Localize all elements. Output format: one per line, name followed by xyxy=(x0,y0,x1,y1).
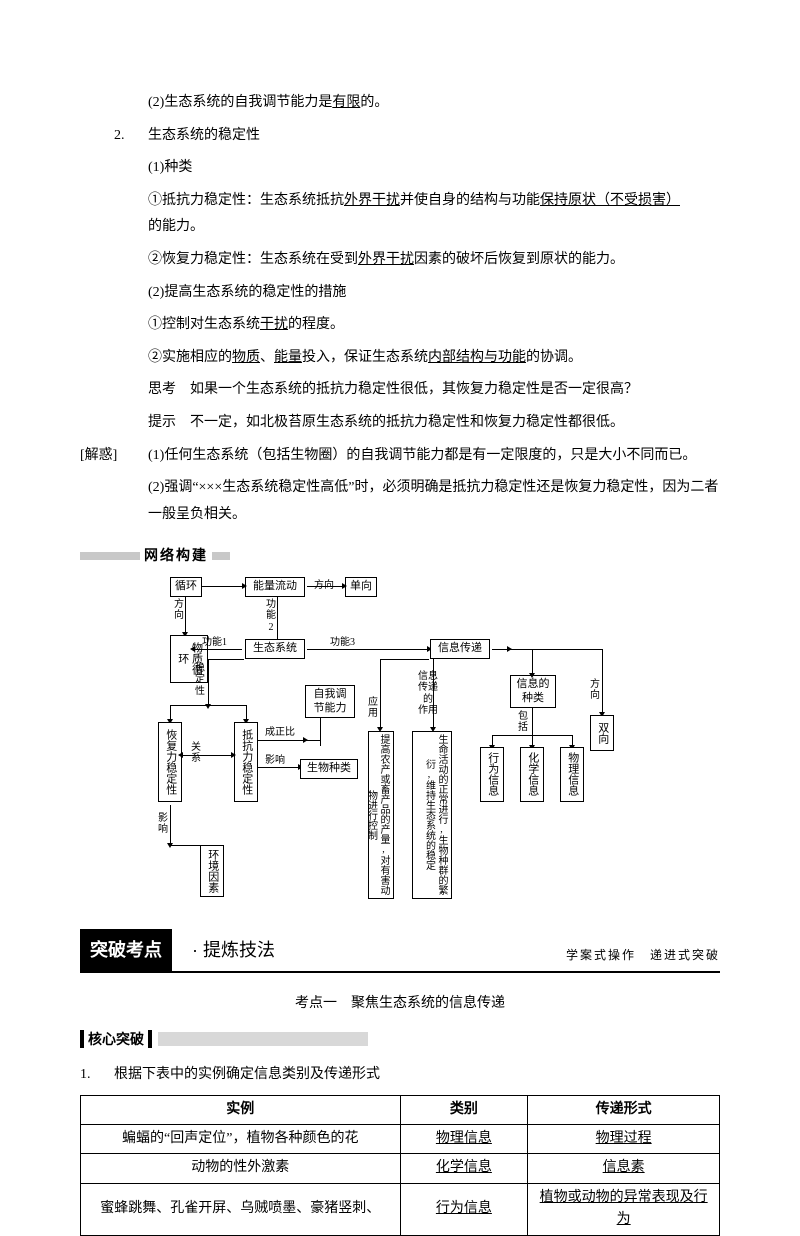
edge xyxy=(170,845,210,846)
node-xinxi: 信息传递 xyxy=(430,639,490,659)
lbl-xxzy: 信息传递的作用 xyxy=(418,671,438,717)
edge xyxy=(170,843,171,846)
banner-black: 突破考点 xyxy=(80,929,172,971)
kaodian-title: 考点一 聚焦生态系统的信息传递 xyxy=(80,989,720,1016)
line-6: (2)提高生态系统的稳定性的措施 xyxy=(148,280,720,307)
lbl-yx: 影响 xyxy=(265,755,285,767)
edge xyxy=(510,649,603,650)
node-ziwo: 自我调节能力 xyxy=(305,685,355,719)
jiehuo-1: [解惑] (1)任何生态系统（包括生物圈）的自我调节能力都是有一定限度的，只是大… xyxy=(80,443,720,470)
line-5: ②恢复力稳定性：生态系统在受到外界干扰因素的破坏后恢复到原状的能力。 xyxy=(148,247,720,274)
diagram-wrap: 循环 能量流动 方向 单向 方向 功能2 物质循环 功能1 生态系统 功能3 信… xyxy=(140,577,720,917)
jiehuo-2: (2)强调“×××生态系统稳定性高低”时，必须明确是抵抗力稳定性还是恢复力稳定性… xyxy=(148,475,720,528)
edge xyxy=(307,649,427,650)
concept-diagram: 循环 能量流动 方向 单向 方向 功能2 物质循环 功能1 生态系统 功能3 信… xyxy=(140,577,640,917)
edge xyxy=(183,755,231,756)
banner: 突破考点 · 提炼技法 学案式操作 递进式突破 xyxy=(80,937,720,973)
line-10: 提示 不一定，如北极苔原生态系统的抵抗力稳定性和恢复力稳定性都很低。 xyxy=(148,410,720,437)
edge xyxy=(170,705,171,719)
edge xyxy=(433,659,434,727)
edge xyxy=(246,705,247,719)
line-3: (1)种类 xyxy=(148,155,720,182)
edge xyxy=(258,740,303,741)
edge xyxy=(572,735,573,745)
edge xyxy=(208,659,209,704)
table-header-row: 实例 类别 传递形式 xyxy=(81,1095,720,1124)
lbl-gn1: 功能1 xyxy=(202,637,227,649)
node-danxiang: 单向 xyxy=(345,577,377,597)
th-example: 实例 xyxy=(81,1095,401,1124)
node-nengliang: 能量流动 xyxy=(245,577,305,597)
edge xyxy=(602,649,603,712)
edge xyxy=(195,649,242,650)
node-huanjing: 环境因素 xyxy=(200,845,224,897)
edge xyxy=(320,717,321,746)
edge xyxy=(208,659,244,660)
line-9: 思考 如果一个生态系统的抵抗力稳定性很低，其恢复力稳定性是否一定很高？ xyxy=(148,377,720,404)
edge xyxy=(277,596,278,639)
node-xw: 行为信息 xyxy=(480,747,504,802)
edge xyxy=(202,586,242,587)
node-xxzl: 信息的种类 xyxy=(510,675,556,709)
core-header: 核心突破 xyxy=(80,1026,720,1053)
edge xyxy=(307,586,342,587)
lbl-wdx: 稳定性 xyxy=(195,663,205,698)
edge xyxy=(185,596,186,632)
lbl-czb: 成正比 xyxy=(265,727,295,739)
line-8: ②实施相应的物质、能量投入，保证生态系统内部结构与功能的协调。 xyxy=(148,345,720,372)
edge xyxy=(303,740,321,741)
node-dikang: 抵抗力稳定性 xyxy=(234,722,258,802)
edge xyxy=(258,767,298,768)
node-swzl: 生物种类 xyxy=(300,759,358,779)
lbl-fangxiang: 方向 xyxy=(174,599,184,622)
edge xyxy=(380,659,429,660)
edge xyxy=(532,707,533,735)
edge xyxy=(532,735,533,745)
table-row: 动物的性外激素 化学信息 信息素 xyxy=(81,1154,720,1183)
edge xyxy=(380,659,381,727)
th-type: 类别 xyxy=(400,1095,528,1124)
node-xunhuan: 循环 xyxy=(170,577,202,597)
node-sx: 双向 xyxy=(590,715,614,751)
table-row: 蜜蜂跳舞、孔雀开屏、乌贼喷墨、豪猪竖刺、 行为信息 植物或动物的异常表现及行为 xyxy=(81,1183,720,1235)
edge xyxy=(492,735,493,745)
table-row: 蝙蝠的“回声定位”，植物各种颜色的花 物理信息 物理过程 xyxy=(81,1125,720,1154)
lbl-gn2: 功能2 xyxy=(266,599,276,634)
edge xyxy=(170,805,171,843)
lbl-yx2: 影响 xyxy=(158,813,168,836)
para-2: (2)生态系统的自我调节能力是有限的。 xyxy=(148,90,720,117)
th-form: 传递形式 xyxy=(528,1095,720,1124)
item-2: 2. 生态系统的稳定性 xyxy=(80,123,720,150)
line-4: ①抵抗力稳定性：生态系统抵抗外界干扰并使自身的结构与功能保持原状（不受损害）的能… xyxy=(148,188,720,241)
list-1: 1. 根据下表中的实例确定信息类别及传递形式 xyxy=(80,1062,720,1089)
line-7: ①控制对生态系统干扰的程度。 xyxy=(148,312,720,339)
node-shengming: 生命活动的正常进行,生物种群的繁衍,维持生态系统的稳定 xyxy=(412,731,452,899)
lbl-guanxi: 关系 xyxy=(191,742,201,765)
edge xyxy=(170,705,247,706)
info-table: 实例 类别 传递形式 蝙蝠的“回声定位”，植物各种颜色的花 物理信息 物理过程 … xyxy=(80,1095,720,1236)
banner-right: 学案式操作 递进式突破 xyxy=(566,944,720,967)
banner-sub: · 提炼技法 xyxy=(192,933,275,967)
node-shengtai: 生态系统 xyxy=(245,639,305,659)
node-huifu: 恢复力稳定性 xyxy=(158,722,182,802)
lbl-fx3: 方向 xyxy=(590,679,600,702)
node-wl: 物理信息 xyxy=(560,747,584,802)
node-hx: 化学信息 xyxy=(520,747,544,802)
node-tigao: 提高农产或畜产品的产量,对有害动物进行控制 xyxy=(368,731,394,899)
lbl-yy: 应用 xyxy=(368,697,378,720)
edge xyxy=(532,649,533,673)
lbl-gn3: 功能3 xyxy=(330,637,355,649)
lbl-bk: 包括 xyxy=(518,711,528,734)
section-network: 网络构建 xyxy=(80,542,720,569)
edge xyxy=(492,649,507,650)
